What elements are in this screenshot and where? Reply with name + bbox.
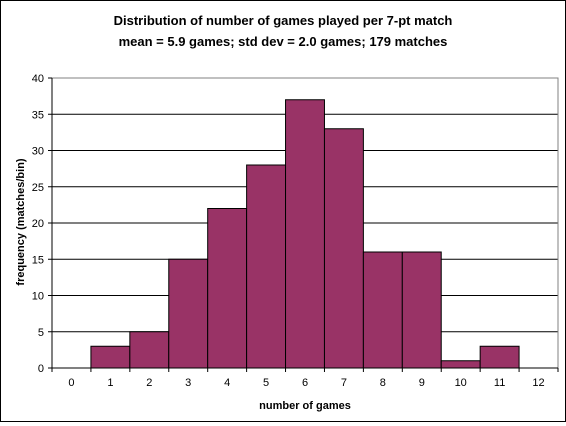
bar-9	[401, 251, 442, 369]
x-tick-label-12: 12	[532, 377, 544, 389]
bar-11	[479, 345, 520, 369]
bars	[90, 99, 520, 369]
x-tick-label-3: 3	[185, 377, 191, 389]
y-tick-label-35: 35	[32, 109, 44, 121]
y-tick-label-10: 10	[32, 291, 44, 303]
x-tick-labels: 0 1 2 3 4 5 6 7 8 9 10 11 12	[68, 377, 544, 389]
y-tick-label-5: 5	[38, 327, 44, 339]
x-tick-label-7: 7	[341, 377, 347, 389]
y-tick-label-20: 20	[32, 218, 44, 230]
bar-3	[168, 258, 209, 369]
x-tick-label-11: 11	[494, 377, 505, 389]
y-tick-labels: 0 5 10 15 20 25 30 35 40	[32, 73, 44, 375]
bar-1	[90, 345, 131, 369]
y-tick-label-15: 15	[32, 254, 44, 266]
bar-6	[285, 99, 325, 369]
bar-4	[207, 208, 248, 369]
x-axis-label: number of games	[259, 400, 351, 412]
x-tick-label-4: 4	[224, 377, 230, 389]
bar-7	[323, 128, 364, 369]
y-tick-label-0: 0	[38, 363, 44, 375]
y-tick-label-40: 40	[32, 73, 44, 85]
x-tick-label-8: 8	[380, 377, 386, 389]
chart-title: Distribution of number of games played p…	[114, 13, 453, 28]
bar-5	[246, 164, 287, 369]
x-tick-label-0: 0	[68, 377, 74, 389]
bar-8	[362, 251, 403, 369]
x-tick-label-6: 6	[302, 377, 308, 389]
y-tick-label-30: 30	[32, 146, 44, 158]
y-axis-label: frequency (matches/bin)	[15, 158, 27, 285]
bar-10	[440, 360, 481, 369]
bar-2	[129, 331, 170, 369]
axes	[48, 77, 559, 372]
x-tick-label-2: 2	[146, 377, 152, 389]
chart-subtitle: mean = 5.9 games; std dev = 2.0 games; 1…	[119, 34, 448, 49]
x-tick-label-5: 5	[263, 377, 269, 389]
x-tick-label-1: 1	[107, 377, 113, 389]
x-tick-label-9: 9	[419, 377, 425, 389]
y-tick-label-25: 25	[32, 182, 44, 194]
x-tick-label-10: 10	[455, 377, 467, 389]
